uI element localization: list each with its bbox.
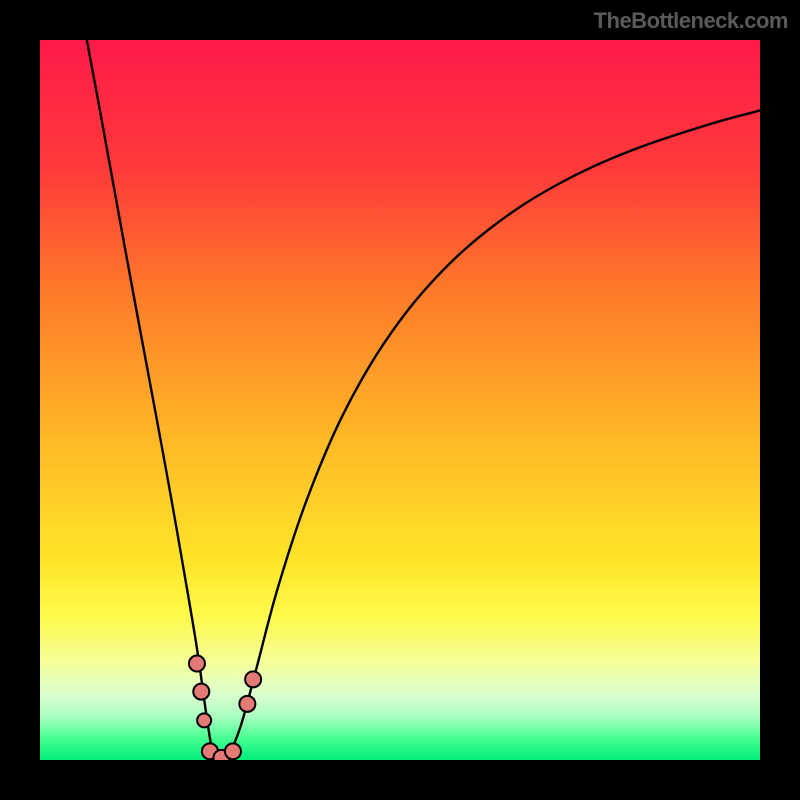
data-marker xyxy=(193,684,209,700)
plot-svg xyxy=(40,40,760,760)
watermark-text: TheBottleneck.com xyxy=(594,8,788,34)
plot-area xyxy=(40,40,760,760)
data-marker xyxy=(239,696,255,712)
chart-canvas: TheBottleneck.com xyxy=(0,0,800,800)
data-marker xyxy=(245,671,261,687)
data-marker xyxy=(225,743,241,759)
data-marker xyxy=(197,713,211,727)
data-marker xyxy=(189,656,205,672)
gradient-background xyxy=(40,40,760,760)
